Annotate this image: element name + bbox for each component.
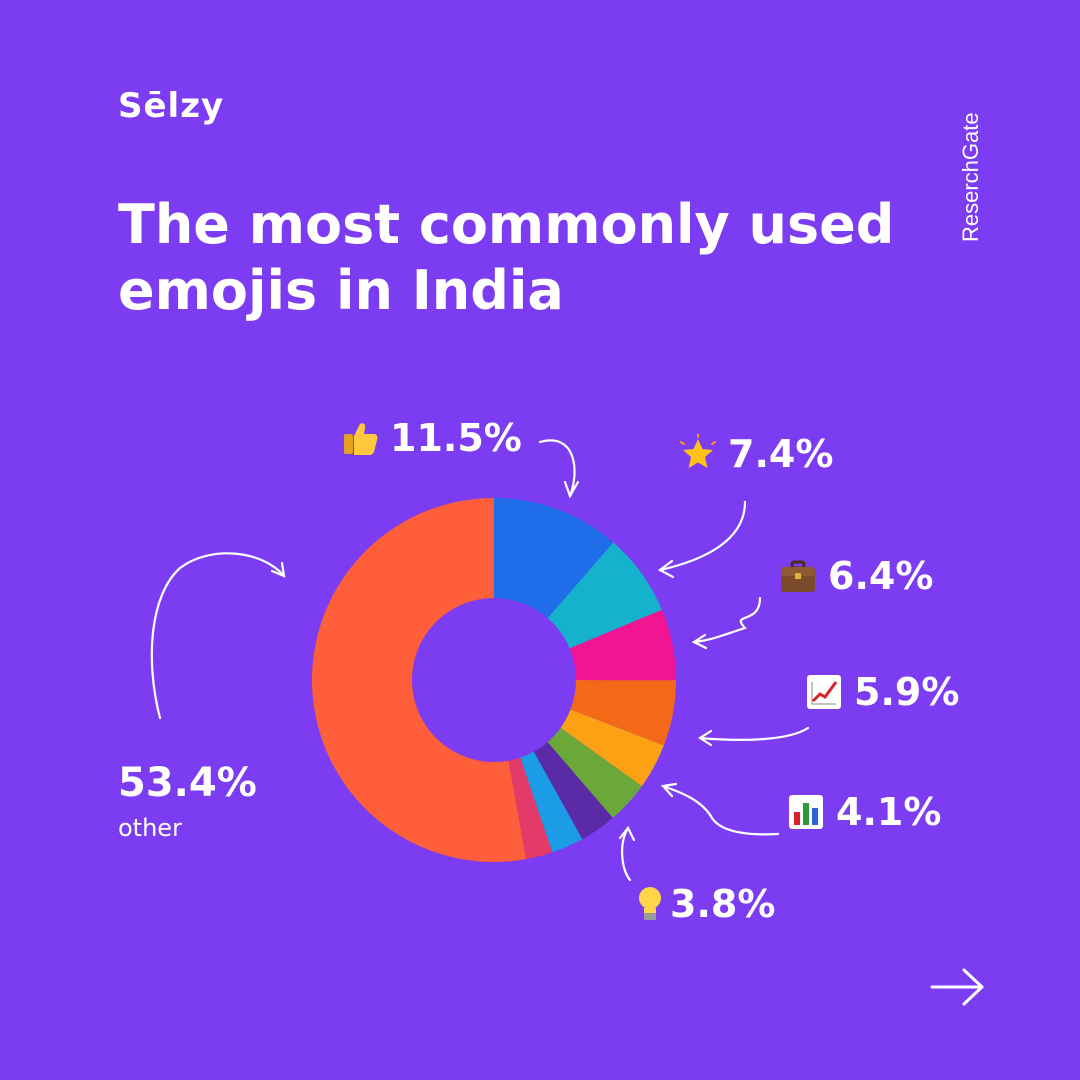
- donut-slice-1: [494, 498, 614, 619]
- annotation-arrow: [698, 726, 810, 741]
- value-label: 3.8%: [670, 882, 776, 926]
- annotation-arrow: [270, 561, 286, 578]
- donut-slice-10: [312, 498, 527, 862]
- chart-title: The most commonly used emojis in India: [118, 193, 895, 322]
- briefcase-icon: [778, 556, 818, 596]
- label-thumbs-up: 11.5%: [340, 416, 522, 460]
- value-label: 11.5%: [390, 416, 522, 460]
- annotation-arrow: [661, 784, 780, 836]
- label-bar-chart: 4.1%: [786, 790, 941, 834]
- donut-slice-7: [533, 742, 613, 840]
- annotation-arrow: [621, 826, 632, 882]
- annotation-arrow: [691, 633, 708, 650]
- annotation-arrow: [657, 559, 675, 579]
- donut-slice-6: [547, 727, 642, 818]
- annotation-arrow: [692, 596, 762, 644]
- label-briefcase: 6.4%: [778, 554, 933, 598]
- annotation-arrow: [563, 480, 580, 499]
- thumbs-up-icon: [340, 418, 380, 458]
- value-label: 7.4%: [728, 432, 834, 476]
- annotation-arrow: [658, 500, 747, 572]
- label-glowing-star: 7.4%: [678, 432, 833, 476]
- svg-text:ResеrchGate: ResеrchGate: [958, 112, 983, 242]
- donut-slice-2: [547, 542, 662, 649]
- value-label: 4.1%: [836, 790, 942, 834]
- donut-slice-5: [560, 709, 664, 787]
- label-chart-increasing: 5.9%: [804, 670, 959, 714]
- bar-chart-icon: [786, 792, 826, 832]
- annotation-arrow: [618, 825, 636, 842]
- donut-slice-4: [570, 680, 676, 746]
- annotation-arrow: [660, 782, 678, 798]
- annotation-arrow: [697, 729, 713, 747]
- brand-logo: Sēlzy: [118, 86, 225, 126]
- annotation-arrow: [538, 439, 576, 498]
- glowing-star-icon: [678, 434, 718, 474]
- donut-slice-9: [508, 757, 553, 860]
- source-label: ResеrchGate: [948, 100, 992, 242]
- annotation-arrow: [150, 552, 286, 720]
- arrow-right-icon[interactable]: [928, 962, 988, 1012]
- value-label: 5.9%: [854, 670, 960, 714]
- other-value: 53.4%: [118, 760, 257, 806]
- donut-slice-8: [520, 751, 583, 853]
- light-bulb-icon: [634, 884, 666, 924]
- other-caption: other: [118, 814, 182, 842]
- value-label: 6.4%: [828, 554, 934, 598]
- label-light-bulb: 3.8%: [634, 882, 775, 926]
- donut-slice-3: [569, 609, 676, 681]
- chart-increasing-icon: [804, 672, 844, 712]
